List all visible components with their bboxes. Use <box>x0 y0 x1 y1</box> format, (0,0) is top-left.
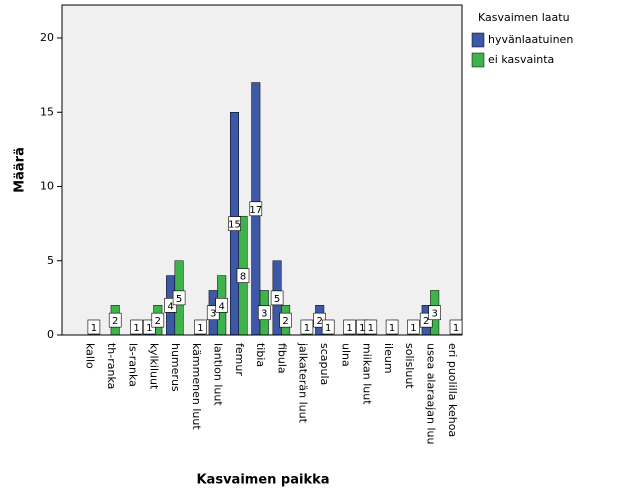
value-label-box <box>87 319 101 335</box>
value-label: 1 <box>146 323 152 334</box>
plot-area <box>61 4 463 336</box>
value-label-box <box>279 312 292 328</box>
x-tick-label: kallo <box>84 343 97 369</box>
y-axis-title: Määrä <box>13 147 28 193</box>
value-label-box <box>343 319 356 335</box>
value-label: 1 <box>133 323 139 334</box>
x-tick-label: ileum <box>382 343 395 374</box>
value-label-box <box>257 305 271 321</box>
value-label: 3 <box>432 309 438 320</box>
value-label-box <box>108 312 122 328</box>
x-tick-label: kylkiluut <box>148 343 161 390</box>
legend-swatch <box>471 52 485 68</box>
value-label: 5 <box>274 294 280 305</box>
legend-title: Kasvaimen laatu <box>478 11 570 24</box>
value-label-box <box>407 319 420 335</box>
x-axis-title: Kasvaimen paikka <box>196 473 329 488</box>
value-label-box <box>249 201 263 217</box>
value-label-box <box>300 319 314 335</box>
value-label: 2 <box>112 316 118 327</box>
x-tick-label: miikan luut <box>361 343 374 405</box>
value-label: 1 <box>91 323 97 334</box>
x-tick-label: eri puolilla kehoa <box>446 343 459 437</box>
value-label: 2 <box>317 316 323 327</box>
value-label: 4 <box>167 301 173 312</box>
value-label: 4 <box>219 301 225 312</box>
value-label: 1 <box>346 323 352 334</box>
x-tick-label: tibia <box>254 343 267 367</box>
y-tick-label: 20 <box>40 31 54 44</box>
legend-swatch <box>471 32 485 48</box>
value-label: 1 <box>359 323 365 334</box>
x-tick-label: solisluut <box>403 343 416 389</box>
value-label: 1 <box>197 323 203 334</box>
legend-label: ei kasvainta <box>488 53 554 66</box>
value-label: 3 <box>210 309 216 320</box>
value-label-box <box>428 305 442 321</box>
value-label: 8 <box>240 272 246 283</box>
value-label-box <box>194 319 207 335</box>
value-label: 2 <box>282 316 288 327</box>
value-label-box <box>385 319 399 335</box>
value-label-box <box>215 297 228 313</box>
value-label: 5 <box>176 294 182 305</box>
x-tick-label: kämmenen luut <box>190 343 203 430</box>
value-label-box <box>270 290 284 306</box>
value-label-box <box>364 319 378 335</box>
y-tick-label: 5 <box>47 254 54 267</box>
x-tick-label: lantion luut <box>211 343 224 406</box>
value-label: 2 <box>155 316 161 327</box>
value-label-box <box>321 319 335 335</box>
value-label-box <box>236 268 250 283</box>
x-tick-label: femur <box>233 343 246 376</box>
value-label: 1 <box>304 323 310 334</box>
value-label-box <box>449 319 463 335</box>
value-label: 3 <box>261 309 267 320</box>
value-label-box <box>151 312 165 328</box>
value-label-box <box>228 216 241 231</box>
value-label: 17 <box>249 205 262 216</box>
x-tick-label: th-ranka <box>105 343 118 389</box>
value-label: 1 <box>453 323 459 334</box>
value-label: 15 <box>228 220 241 231</box>
x-tick-label: fibula <box>275 343 288 374</box>
y-tick-label: 0 <box>47 328 54 341</box>
value-label: 2 <box>423 316 429 327</box>
value-label-box <box>172 290 186 306</box>
value-label: 1 <box>389 323 395 334</box>
value-label: 1 <box>368 323 374 334</box>
x-tick-label: humerus <box>169 343 182 392</box>
x-tick-label: jalkaterän luut <box>297 342 310 424</box>
value-label-box <box>130 319 143 335</box>
value-label: 1 <box>325 323 331 334</box>
x-tick-label: usea alaraajan luu <box>424 343 437 445</box>
y-tick-label: 15 <box>40 105 54 118</box>
y-tick-label: 10 <box>40 180 54 193</box>
x-tick-label: scapula <box>318 343 331 385</box>
value-label: 1 <box>410 323 416 334</box>
legend-label: hyvänlaatuinen <box>488 33 573 46</box>
x-tick-label: ulna <box>339 343 352 367</box>
x-tick-label: ls-ranka <box>126 343 139 387</box>
